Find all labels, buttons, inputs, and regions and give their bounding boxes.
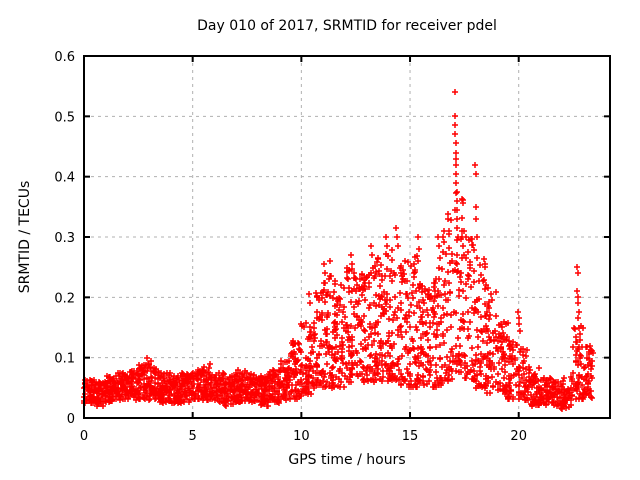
y-tick-label: 0.2 — [54, 291, 75, 306]
x-tick-label: 5 — [189, 429, 197, 444]
y-tick-label: 0 — [67, 412, 75, 427]
y-tick-label: 0.5 — [54, 110, 75, 125]
x-axis-label: GPS time / hours — [288, 452, 406, 468]
y-tick-label: 0.3 — [54, 231, 75, 246]
x-tick-label: 15 — [402, 429, 419, 444]
y-tick-label: 0.1 — [54, 352, 75, 367]
y-tick-label: 0.6 — [54, 50, 75, 65]
x-tick-label: 0 — [80, 429, 88, 444]
plot-border — [83, 55, 611, 419]
x-tick-label: 20 — [510, 429, 527, 444]
y-axis-label: SRMTID / TECUs — [17, 180, 33, 294]
y-tick-label: 0.4 — [54, 171, 75, 186]
scatter-points — [81, 89, 596, 412]
chart-title: Day 010 of 2017, SRMTID for receiver pde… — [197, 18, 497, 34]
x-tick-label: 10 — [293, 429, 310, 444]
